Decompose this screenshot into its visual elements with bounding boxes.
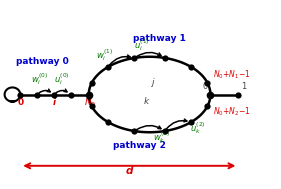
- Text: 1: 1: [241, 82, 246, 91]
- Text: $u_k^{(2)}$: $u_k^{(2)}$: [191, 121, 206, 136]
- Text: $u_i^{(0)}$: $u_i^{(0)}$: [54, 72, 69, 87]
- Text: 0: 0: [203, 82, 208, 91]
- Text: $w_i^{(0)}$: $w_i^{(0)}$: [31, 72, 48, 87]
- Text: $N_0{+}N_1{-}1$: $N_0{+}N_1{-}1$: [213, 68, 251, 81]
- Text: $w_i^{(1)}$: $w_i^{(1)}$: [96, 47, 113, 63]
- Text: 0: 0: [17, 98, 23, 107]
- Text: $u_i^{(1)}$: $u_i^{(1)}$: [134, 38, 149, 53]
- Text: j: j: [151, 78, 154, 87]
- Text: pathway 2: pathway 2: [113, 141, 166, 150]
- FancyArrowPatch shape: [166, 119, 187, 129]
- Text: i: i: [52, 98, 55, 107]
- Text: $w_k^{(2)}$: $w_k^{(2)}$: [153, 130, 170, 145]
- Text: pathway 1: pathway 1: [133, 34, 186, 43]
- FancyArrowPatch shape: [137, 125, 161, 129]
- FancyArrowPatch shape: [110, 55, 130, 65]
- Text: $N_0{+}N_2{-}1$: $N_0{+}N_2{-}1$: [213, 106, 251, 118]
- Text: k: k: [144, 97, 149, 106]
- Text: pathway 0: pathway 0: [16, 57, 69, 66]
- FancyArrowPatch shape: [56, 89, 67, 93]
- Text: $N_0$: $N_0$: [84, 96, 96, 109]
- Text: d: d: [126, 166, 133, 176]
- FancyArrowPatch shape: [39, 89, 50, 93]
- FancyArrowPatch shape: [137, 52, 161, 57]
